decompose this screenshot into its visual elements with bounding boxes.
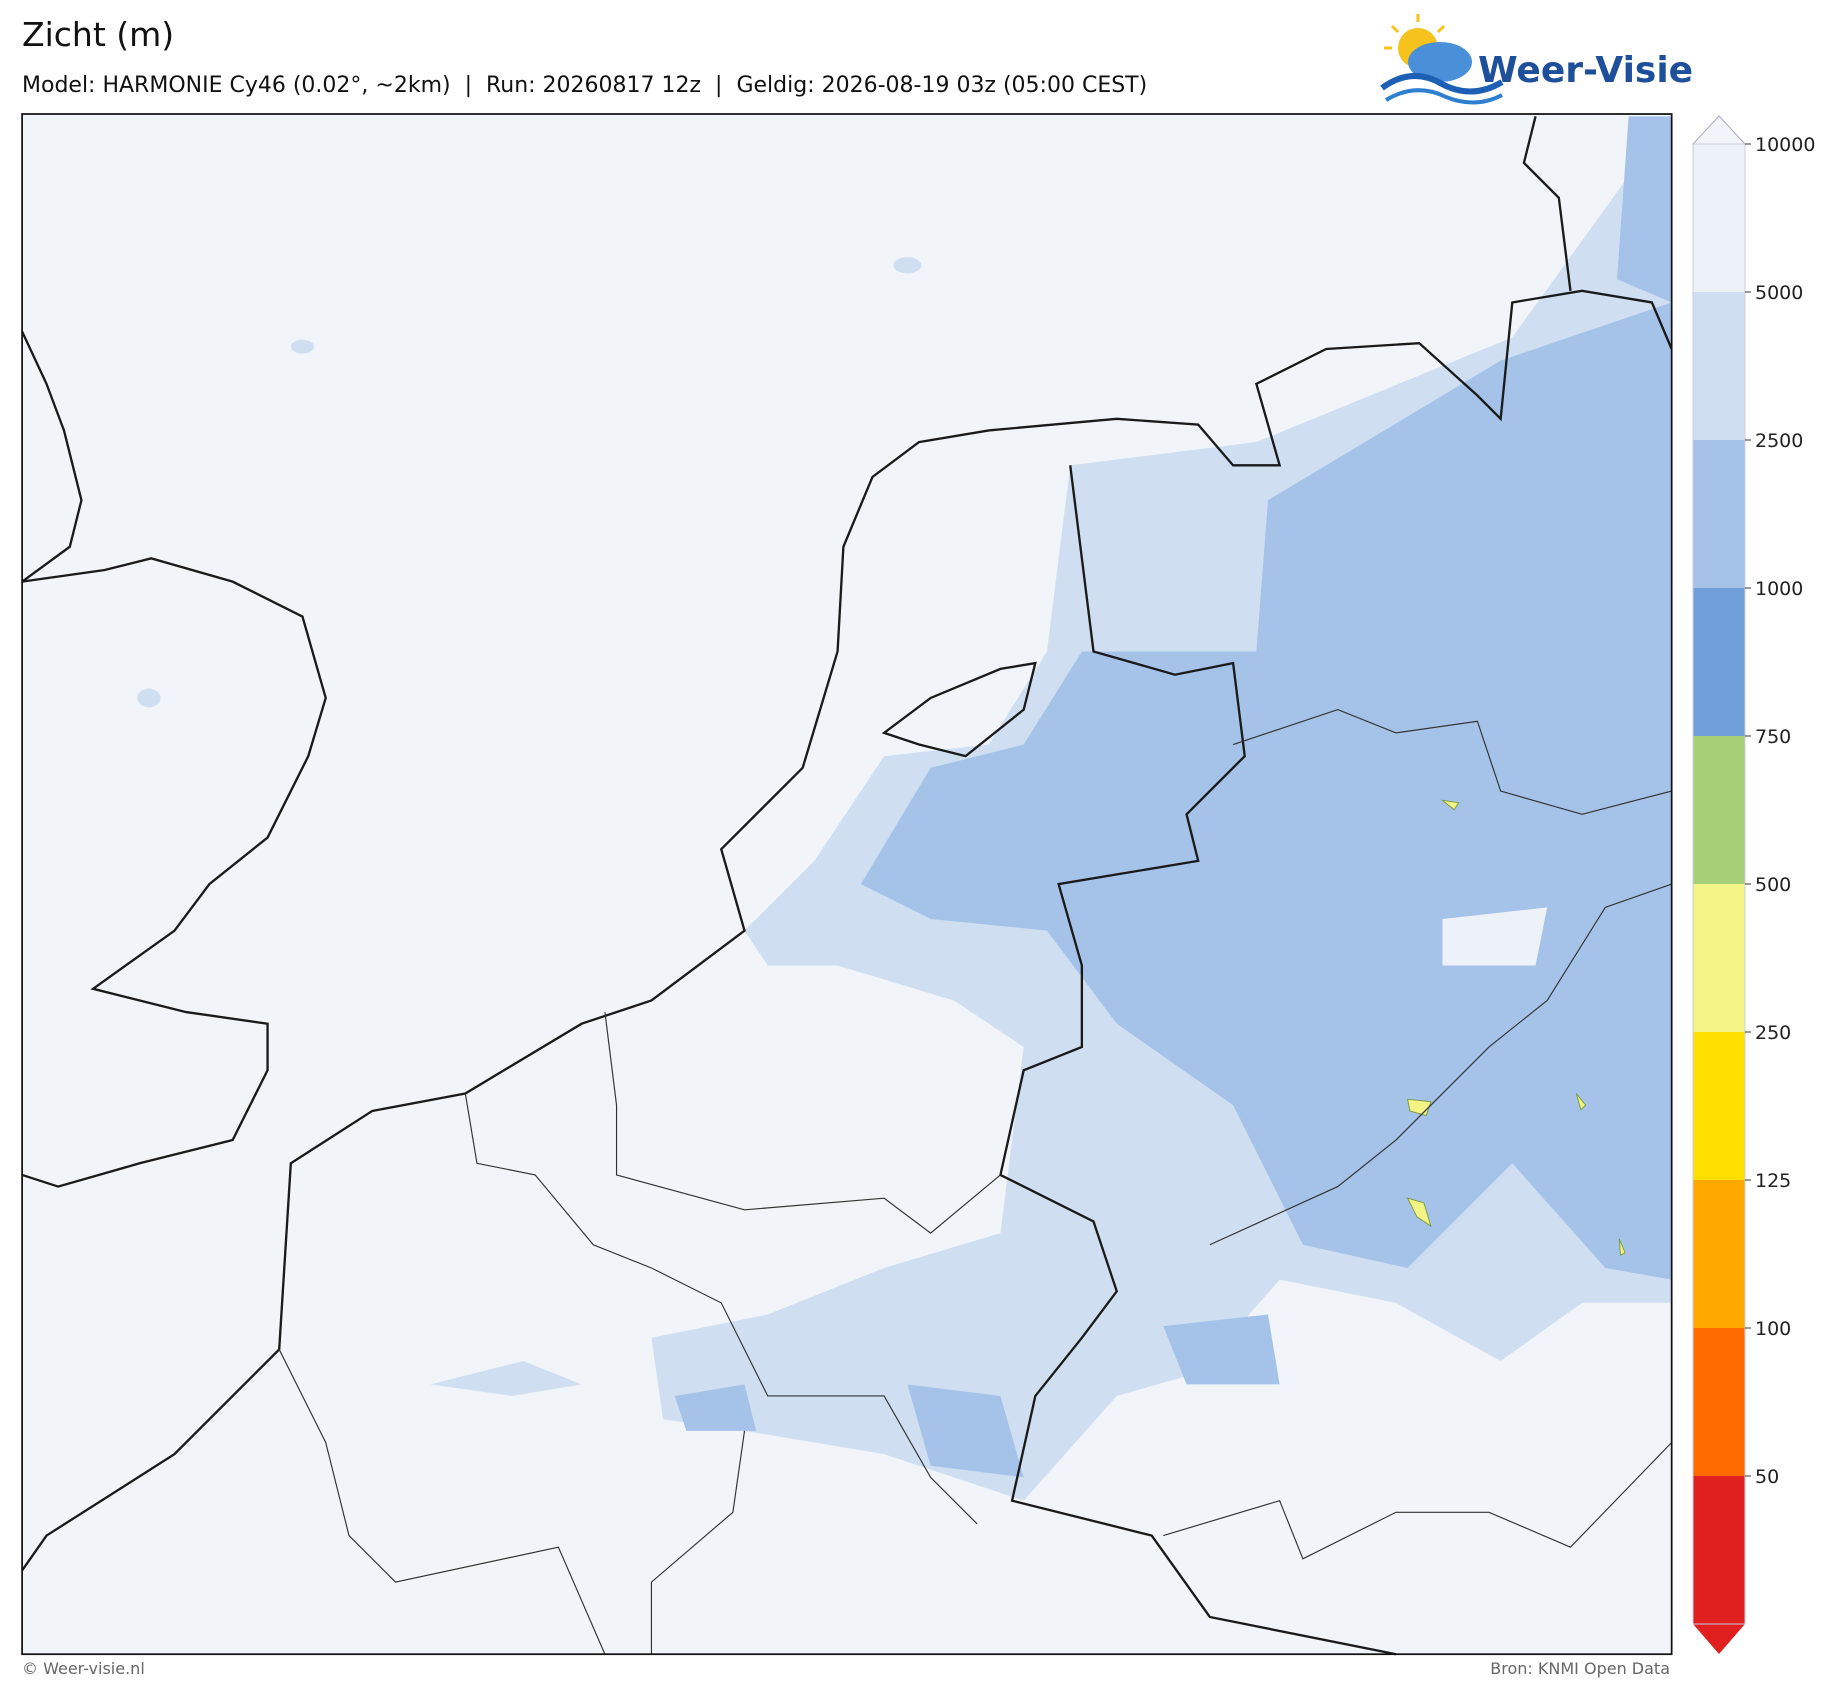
colorbar-segment: [1693, 144, 1745, 292]
colorbar-tick-label: 2500: [1755, 430, 1803, 452]
colorbar-segment: [1693, 292, 1745, 440]
colorbar-tick-label: 125: [1755, 1170, 1791, 1192]
subtitle: Model: HARMONIE Cy46 (0.02°, ~2km) | Run…: [22, 73, 1147, 98]
colorbar-tick-label: 1000: [1755, 578, 1803, 600]
map: [21, 113, 1673, 1656]
colorbar-segment: [1693, 1180, 1745, 1328]
colorbar-tick-label: 50: [1755, 1466, 1779, 1488]
colorbar-segment: [1693, 1032, 1745, 1180]
colorbar: 50 100 125 250 500 750 1000 2500 5000 10000: [1691, 115, 1815, 1654]
colorbar-extend-low: [1693, 1624, 1745, 1654]
logo: Weer-Visie: [1380, 14, 1693, 105]
colorbar-tick-label: 10000: [1755, 134, 1815, 156]
colorbar-segment: [1693, 588, 1745, 736]
colorbar-tick-label: 5000: [1755, 282, 1803, 304]
colorbar-segment: [1693, 1328, 1745, 1476]
logo-text: Weer-Visie: [1478, 50, 1693, 91]
colorbar-segment: [1693, 1476, 1745, 1624]
colorbar-segment: [1693, 440, 1745, 588]
colorbar-tick-label: 500: [1755, 874, 1791, 896]
colorbar-tick-label: 750: [1755, 726, 1791, 748]
colorbar-extend-high: [1691, 115, 1747, 145]
colorbar-segment: [1693, 736, 1745, 884]
footer-credit: © Weer-visie.nl: [22, 1659, 145, 1678]
title: Zicht (m): [22, 15, 174, 54]
footer-source: Bron: KNMI Open Data: [1490, 1659, 1670, 1678]
colorbar-tick-label: 250: [1755, 1022, 1791, 1044]
colorbar-tick-label: 100: [1755, 1318, 1791, 1340]
colorbar-segment: [1693, 884, 1745, 1032]
